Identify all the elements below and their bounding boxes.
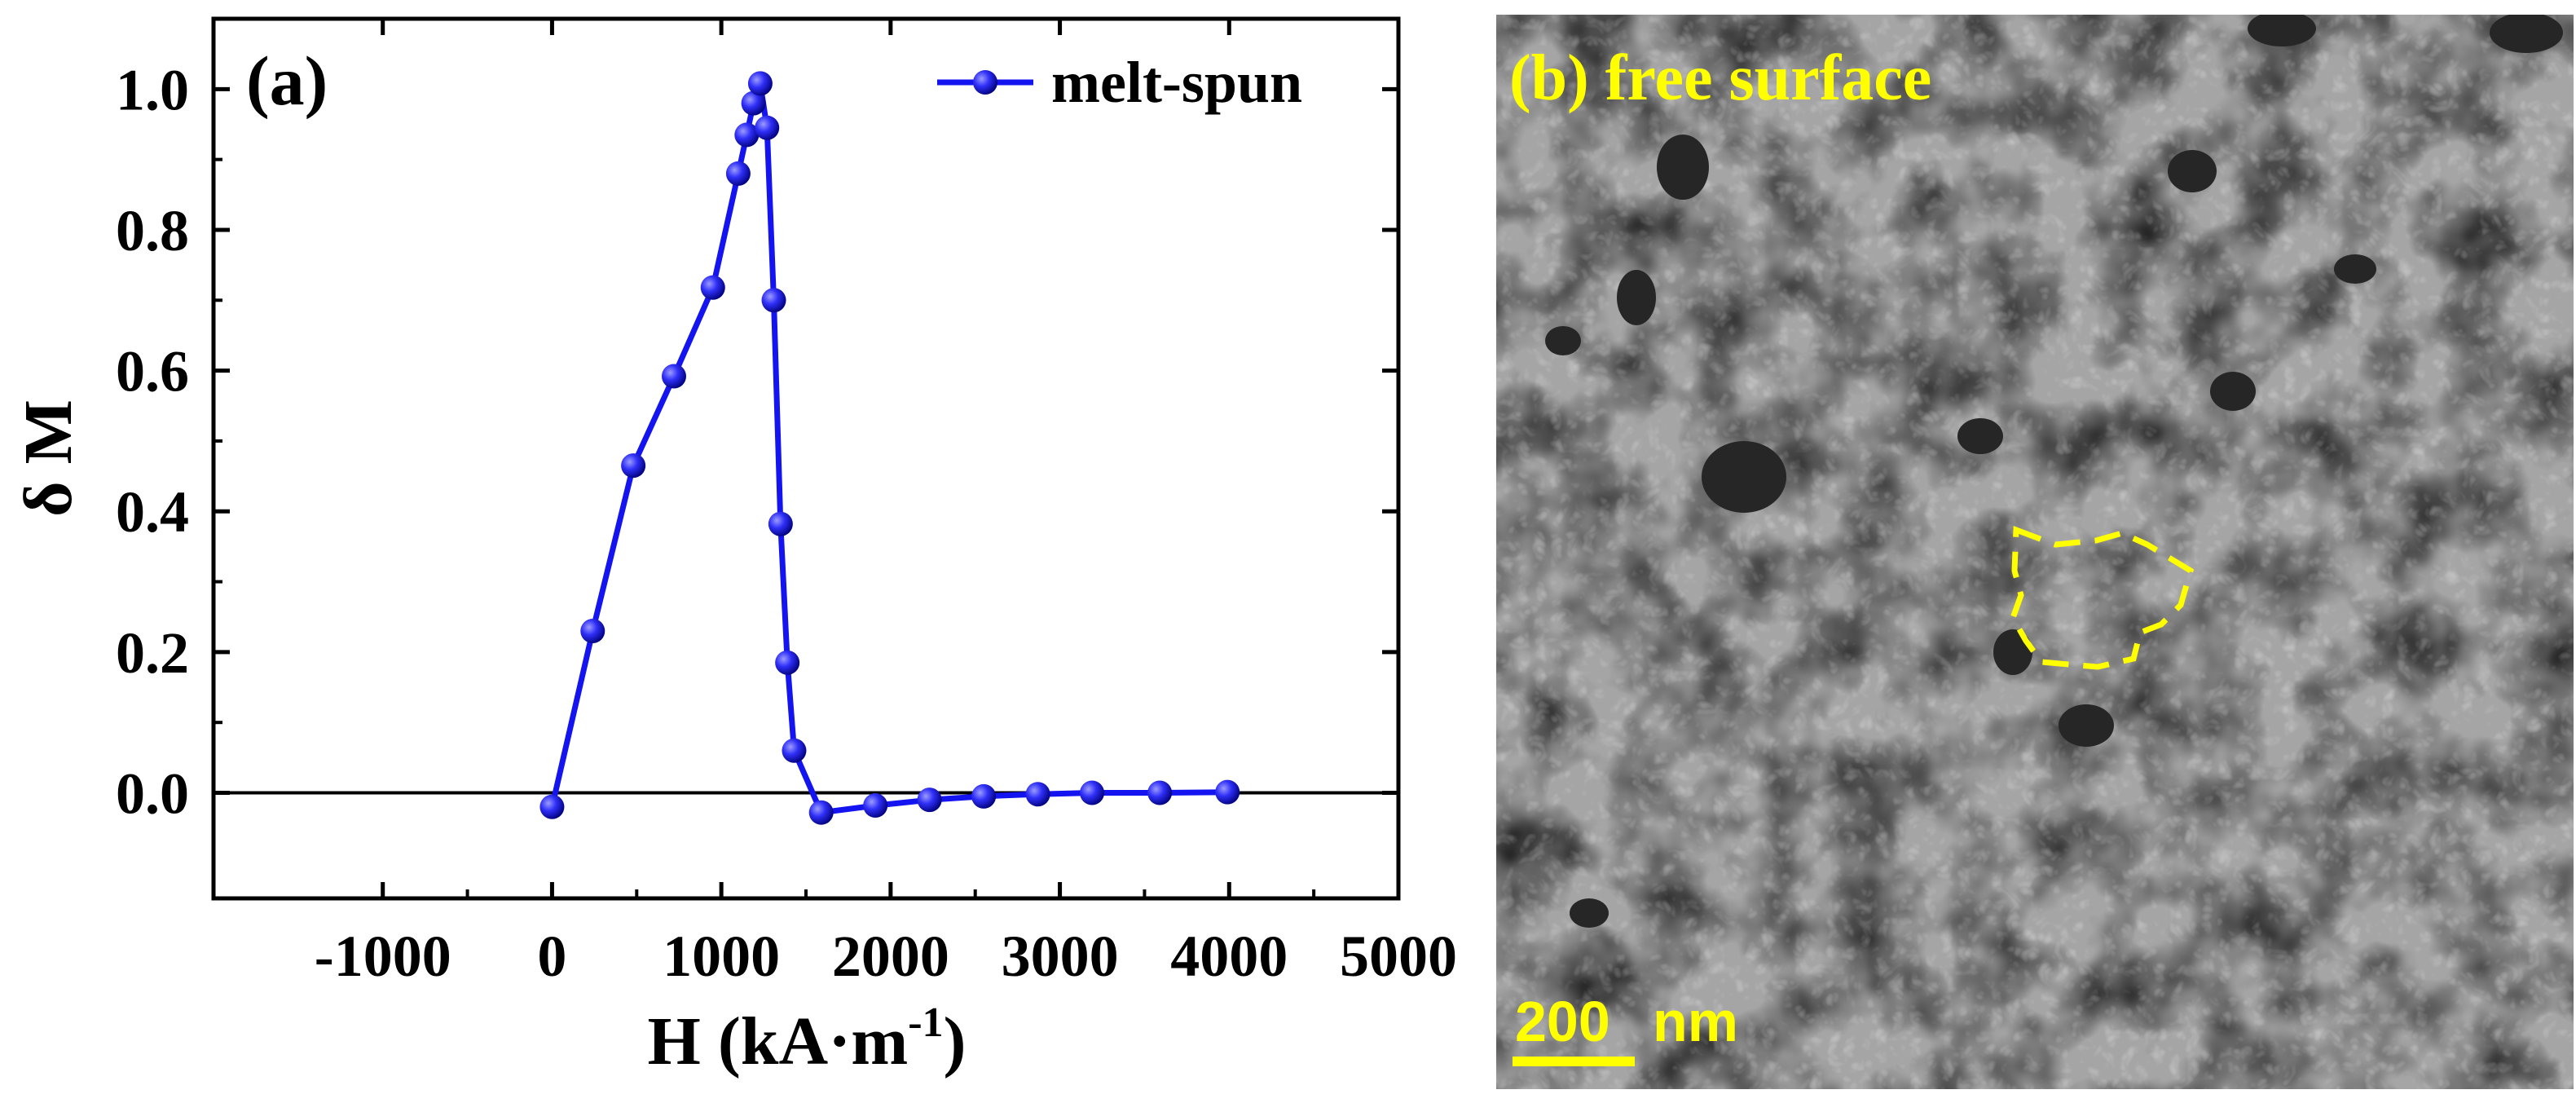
x-axis: -1000 0 1000 2000 3000 4000 5000	[315, 19, 1457, 989]
data-point	[1215, 779, 1240, 805]
scale-bar-unit: nm	[1653, 990, 1738, 1053]
dark-grain	[2334, 254, 2376, 284]
dark-grain	[1657, 135, 1709, 200]
x-tick-label: -1000	[315, 924, 451, 989]
legend: melt-spun	[937, 50, 1302, 115]
data-point	[761, 288, 786, 313]
dark-grain	[2490, 15, 2563, 53]
series-points-melt-spun	[539, 71, 1240, 825]
data-point	[782, 738, 807, 763]
x-axis-label-exponent: -1	[908, 999, 943, 1046]
dark-grain	[1570, 898, 1609, 928]
dark-grain	[2248, 15, 2316, 46]
y-axis: 0.0 0.2 0.4 0.6 0.8 1.0	[116, 57, 1398, 827]
dark-grain	[1702, 441, 1786, 513]
y-tick-label: 0.0	[116, 761, 189, 827]
x-axis-label: H (kA·m-1)	[648, 999, 967, 1079]
dark-grains	[1545, 15, 2563, 928]
data-point	[661, 364, 686, 389]
data-point	[621, 453, 646, 479]
highlighted-grain-outline	[2010, 526, 2195, 670]
x-axis-label-close: )	[944, 1004, 967, 1079]
y-axis-label: δ M	[11, 399, 86, 517]
x-tick-label: 5000	[1340, 924, 1457, 989]
dark-grain	[2059, 704, 2114, 747]
data-point	[741, 90, 766, 116]
scale-bar-value: 200	[1515, 990, 1610, 1053]
micrograph-panel: (b) free surface 200 nm	[1496, 15, 2574, 1089]
chart-panel: 0.0 0.2 0.4 0.6 0.8 1.0 -1000 0 1000 2000 3000 400…	[11, 16, 1457, 1079]
dark-grain	[1545, 326, 1581, 355]
y-tick-label: 0.2	[116, 620, 189, 686]
plot-frame	[211, 16, 1401, 901]
dark-grain	[2210, 372, 2256, 411]
panel-label-a: (a)	[246, 42, 328, 120]
data-point	[734, 122, 760, 148]
data-point	[725, 161, 751, 186]
data-point	[1147, 780, 1173, 805]
legend-marker-melt-spun	[973, 70, 997, 95]
y-tick-label: 0.8	[116, 198, 189, 263]
dark-grain	[2168, 150, 2217, 192]
data-point	[1025, 782, 1050, 807]
x-tick-label: 1000	[663, 924, 780, 989]
y-tick-label: 1.0	[116, 57, 189, 122]
x-tick-label: 2000	[832, 924, 949, 989]
y-tick-label: 0.4	[116, 479, 189, 545]
data-point	[755, 115, 780, 140]
x-tick-label: 3000	[1002, 924, 1119, 989]
scale-bar	[1513, 1057, 1635, 1066]
dark-grain	[1957, 418, 2003, 454]
dark-grain	[1617, 270, 1656, 325]
data-point	[971, 783, 997, 809]
x-tick-label: 4000	[1170, 924, 1288, 989]
y-tick-label: 0.6	[116, 339, 189, 404]
micrograph-panel-label: (b) free surface	[1509, 42, 1931, 114]
data-point	[863, 793, 888, 818]
series-line-melt-spun	[548, 80, 1228, 816]
data-point	[917, 788, 942, 813]
legend-label-melt-spun: melt-spun	[1051, 50, 1302, 115]
data-point	[700, 275, 725, 300]
data-point	[539, 794, 565, 819]
x-tick-label: 0	[537, 924, 566, 989]
data-point	[1080, 780, 1105, 805]
data-point	[768, 511, 793, 536]
data-point	[747, 71, 773, 96]
data-point	[580, 618, 605, 643]
data-point	[808, 800, 834, 825]
x-axis-label-main: H (kA·m	[648, 1004, 909, 1079]
data-point	[775, 650, 800, 675]
